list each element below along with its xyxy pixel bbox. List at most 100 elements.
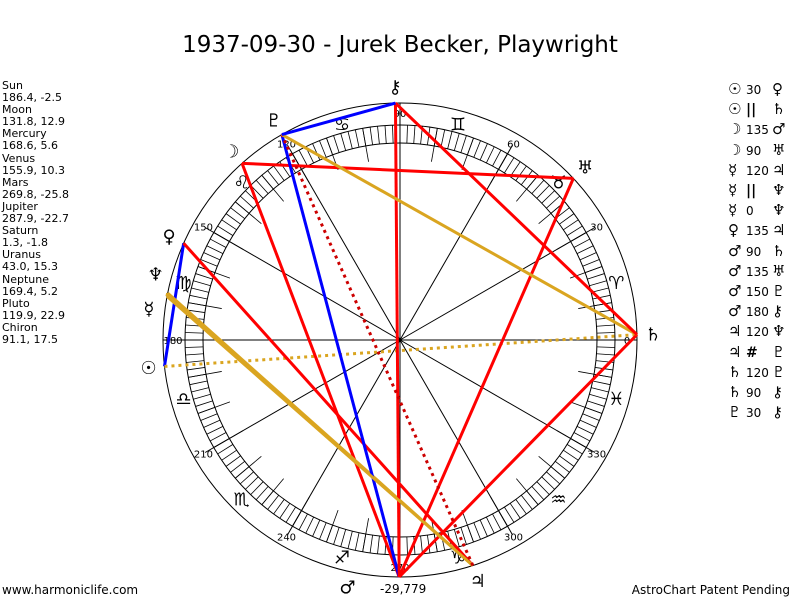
aspect-type: 150 bbox=[746, 285, 769, 300]
degree-tick bbox=[453, 529, 460, 547]
planet-glyph-icon: ♄ bbox=[772, 241, 786, 260]
planet-position: 131.8, 12.9 bbox=[2, 115, 65, 129]
degree-tick bbox=[369, 535, 373, 553]
aspect-type: 90 bbox=[746, 143, 762, 158]
aspect-row: ♂ 180 ⚷ bbox=[728, 302, 790, 322]
degree-tick bbox=[245, 476, 259, 490]
aspect-row: ♀ 135 ♃ bbox=[728, 221, 790, 241]
aspect-row: ♃ 120 ♆ bbox=[728, 322, 790, 342]
planet-position: 91.1, 17.5 bbox=[2, 332, 58, 346]
planet-glyph-icon: ♂ bbox=[728, 302, 742, 321]
aspect-line bbox=[240, 162, 401, 578]
degree-tick bbox=[298, 513, 308, 531]
planet-name: Neptune bbox=[2, 272, 50, 286]
planet-glyph-icon: ♂ bbox=[728, 261, 742, 280]
ten-degree-tick bbox=[578, 371, 612, 378]
ten-degree-tick bbox=[516, 478, 539, 505]
ten-degree-tick bbox=[188, 371, 222, 378]
degree-tick bbox=[595, 317, 614, 320]
aspect-row: ♃ # ♇ bbox=[728, 343, 790, 363]
degree-tick bbox=[473, 140, 481, 158]
degree-tick bbox=[473, 522, 481, 540]
degree-tick bbox=[531, 486, 545, 501]
aspect-type: 135 bbox=[746, 224, 769, 239]
planet-name: Jupiter bbox=[2, 199, 38, 213]
degree-tick bbox=[203, 419, 221, 428]
degree-tick bbox=[185, 346, 204, 348]
zodiac-sign-icon: ♓ bbox=[608, 389, 624, 410]
degree-tick bbox=[187, 309, 205, 313]
planet-glyph-icon: ♇ bbox=[772, 282, 786, 301]
degree-tick bbox=[195, 400, 213, 407]
degree-tick bbox=[298, 149, 308, 167]
degree-tick bbox=[596, 324, 615, 327]
degree-tick bbox=[319, 522, 327, 540]
planet-name: Chiron bbox=[2, 320, 38, 334]
planet-position: 186.4, -2.5 bbox=[2, 91, 62, 105]
degree-label: 60 bbox=[507, 139, 520, 150]
degree-tick bbox=[189, 380, 208, 386]
planet-glyph-icon: ♂ bbox=[728, 241, 742, 260]
ten-degree-tick bbox=[235, 456, 262, 479]
ten-degree-tick bbox=[261, 478, 284, 505]
planet-glyph-icon: ☿ bbox=[728, 201, 738, 220]
degree-tick bbox=[312, 519, 321, 537]
degree-tick bbox=[230, 207, 246, 220]
aspect-line bbox=[393, 103, 401, 578]
spoke-line bbox=[287, 339, 401, 536]
degree-tick bbox=[206, 425, 224, 435]
degree-tick bbox=[239, 195, 254, 209]
planet-position: 43.0, 15.3 bbox=[2, 260, 58, 274]
planet-position: 1.3, -1.8 bbox=[2, 236, 48, 250]
degree-tick bbox=[239, 471, 254, 485]
degree-tick bbox=[582, 259, 600, 267]
aspect-row: ♇ 30 ⚷ bbox=[728, 403, 790, 423]
degree-tick bbox=[460, 527, 467, 545]
ten-degree-tick bbox=[362, 518, 369, 552]
planet-name: Moon bbox=[2, 103, 32, 117]
aspect-type: || bbox=[746, 102, 757, 119]
degree-tick bbox=[589, 393, 607, 400]
planet-name: Sun bbox=[2, 79, 23, 92]
aspect-type: 90 bbox=[746, 244, 762, 259]
aspect-line bbox=[166, 295, 474, 567]
planet-position: 119.9, 22.9 bbox=[2, 308, 65, 322]
planet-glyph-icon: ♀ bbox=[162, 227, 175, 248]
aspect-type: 120 bbox=[746, 163, 769, 178]
degree-tick bbox=[200, 259, 218, 267]
aspect-type: 120 bbox=[746, 325, 769, 340]
degree-tick bbox=[195, 273, 213, 280]
degree-tick bbox=[531, 179, 545, 194]
planet-name: Mars bbox=[2, 175, 29, 189]
planet-glyph-icon: ♄ bbox=[772, 100, 786, 119]
zodiac-sign-icon: ♌ bbox=[234, 173, 250, 194]
aspect-line bbox=[280, 134, 401, 578]
degree-label: 240 bbox=[277, 533, 296, 544]
degree-tick bbox=[185, 353, 204, 356]
degree-tick bbox=[217, 444, 234, 455]
degree-tick bbox=[230, 460, 246, 473]
degree-tick bbox=[566, 444, 583, 455]
degree-tick bbox=[554, 460, 570, 473]
degree-tick bbox=[319, 140, 327, 158]
degree-tick bbox=[185, 332, 204, 334]
degree-tick bbox=[447, 131, 453, 149]
degree-tick bbox=[406, 536, 408, 555]
degree-tick bbox=[384, 125, 387, 144]
website-link[interactable]: www.harmoniclife.com bbox=[2, 583, 139, 597]
degree-tick bbox=[225, 455, 241, 467]
degree-tick bbox=[191, 287, 209, 293]
aspect-line bbox=[162, 242, 186, 367]
degree-tick bbox=[559, 213, 575, 225]
planet-glyph-icon: ♀ bbox=[772, 80, 783, 98]
degree-label: 0 bbox=[624, 336, 630, 347]
degree-tick bbox=[573, 238, 591, 248]
planet-glyph-icon: ⚷ bbox=[772, 302, 783, 321]
degree-tick bbox=[576, 245, 594, 255]
degree-tick bbox=[347, 131, 353, 149]
degree-label: 90 bbox=[394, 109, 407, 120]
aspect-line bbox=[281, 101, 396, 136]
planet-glyph-icon: ♄ bbox=[728, 362, 742, 381]
aspect-line bbox=[281, 133, 638, 336]
planet-position: 168.6, 5.6 bbox=[2, 139, 58, 153]
